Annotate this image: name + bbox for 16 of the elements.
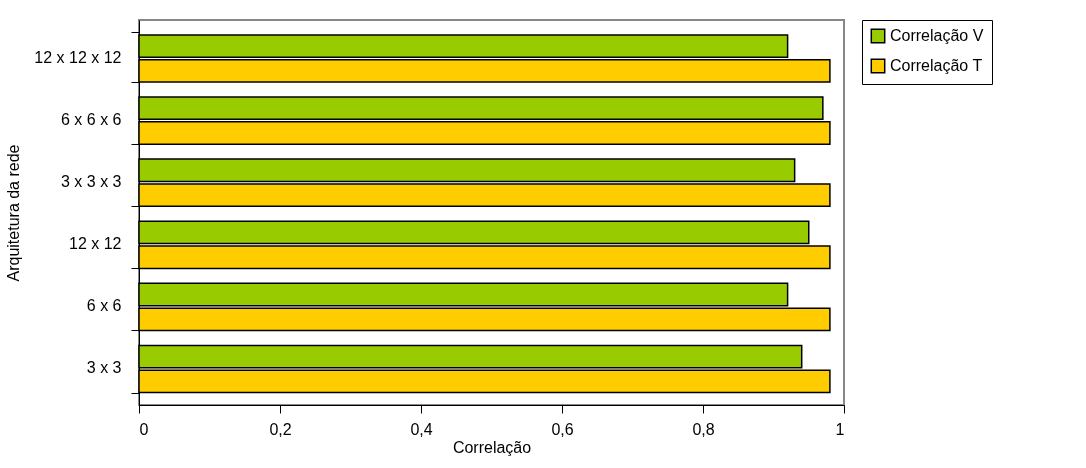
x-tick-label: 0,8 [692, 420, 715, 438]
x-axis-title: Correlação [452, 438, 532, 456]
y-tick-label: 6 x 6 x 6 [61, 110, 122, 128]
y-tick-label: 12 x 12 x 12 [34, 48, 122, 66]
x-tick-label: 1 [835, 420, 845, 438]
legend-label: Correlação T [890, 57, 983, 74]
x-tick-label: 0,6 [551, 420, 574, 438]
y-tick-label: 6 x 6 [86, 297, 122, 315]
y-tick-label: 3 x 3 x 3 [61, 172, 122, 190]
x-tick-label: 0,2 [269, 420, 292, 438]
y-tick-label: 12 x 12 [69, 235, 122, 253]
x-tick-label: 0 [139, 420, 149, 438]
y-tick-label: 3 x 3 [86, 359, 122, 377]
x-tick-label: 0,4 [410, 420, 433, 438]
legend-label: Correlação V [890, 27, 984, 44]
y-axis-title: Arquitetura da rede [5, 144, 23, 282]
